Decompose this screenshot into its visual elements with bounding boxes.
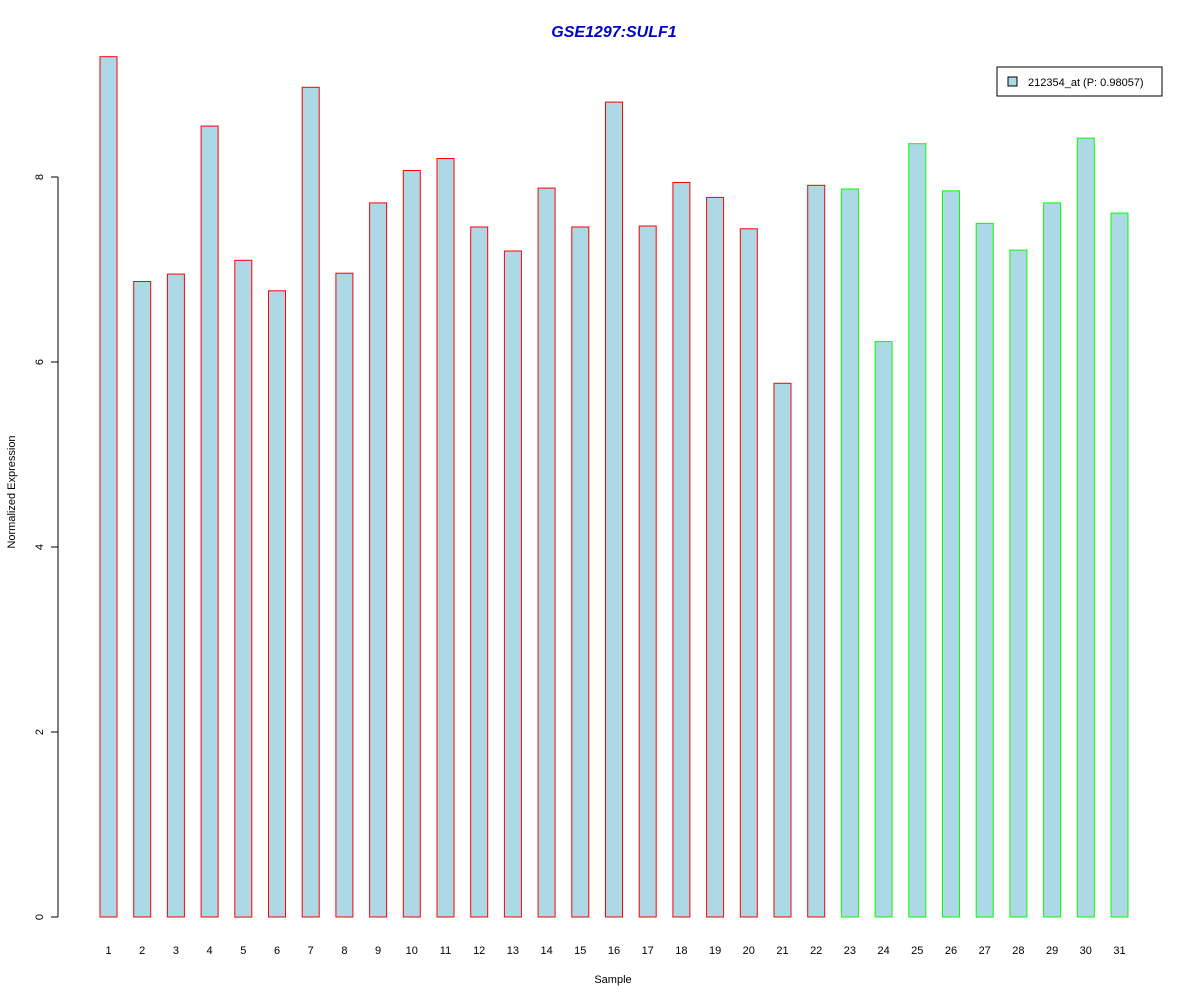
x-tick-label: 3 xyxy=(173,945,179,957)
x-tick-label: 25 xyxy=(911,945,923,957)
y-axis: 0 2 4 6 8 xyxy=(34,174,59,920)
bar-sample-5 xyxy=(234,259,253,918)
x-tick-label: 8 xyxy=(341,945,347,957)
bar-sample-9 xyxy=(369,202,388,918)
x-tick-label: 17 xyxy=(642,945,654,957)
bar-sample-18 xyxy=(672,182,691,918)
legend-swatch xyxy=(1007,76,1018,87)
bar-sample-2 xyxy=(133,281,152,918)
x-tick-label: 5 xyxy=(240,945,246,957)
bar-sample-21 xyxy=(773,382,792,918)
y-tick-label: 6 xyxy=(34,359,46,365)
x-tick-label: 14 xyxy=(540,945,552,957)
bar-sample-29 xyxy=(1043,202,1062,918)
x-tick-label: 1 xyxy=(105,945,111,957)
x-tick-label: 11 xyxy=(440,945,451,957)
legend: 212354_at (P: 0.98057) xyxy=(996,66,1163,97)
x-tick-label: 2 xyxy=(139,945,145,957)
chart-title: GSE1297:SULF1 xyxy=(551,24,676,41)
bar-sample-4 xyxy=(200,125,219,918)
x-tick-label: 28 xyxy=(1012,945,1024,957)
x-tick-label: 16 xyxy=(608,945,620,957)
x-tick-label: 23 xyxy=(844,945,856,957)
bar-sample-13 xyxy=(503,250,522,918)
x-axis-label: Sample xyxy=(594,974,631,986)
bar-sample-19 xyxy=(706,196,725,918)
bar-sample-8 xyxy=(335,272,354,918)
bar-sample-12 xyxy=(470,226,489,918)
x-tick-label: 13 xyxy=(507,945,519,957)
bar-sample-15 xyxy=(571,226,590,918)
x-tick-label: 30 xyxy=(1080,945,1092,957)
bar-sample-11 xyxy=(436,158,455,918)
x-tick-label: 22 xyxy=(810,945,822,957)
x-tick-label: 24 xyxy=(877,945,889,957)
bars xyxy=(99,56,1129,918)
bar-sample-23 xyxy=(840,188,859,918)
x-tick-label: 7 xyxy=(308,945,314,957)
bar-sample-10 xyxy=(402,170,421,918)
bar-sample-22 xyxy=(807,184,826,918)
bar-sample-6 xyxy=(268,290,286,918)
y-axis-label: Normalized Expression xyxy=(6,435,18,548)
bar-sample-24 xyxy=(874,341,893,918)
bar-sample-30 xyxy=(1076,137,1095,918)
y-tick-label: 4 xyxy=(34,544,46,550)
x-tick-label: 20 xyxy=(743,945,755,957)
y-tick-label: 8 xyxy=(34,174,46,180)
x-tick-label: 18 xyxy=(675,945,687,957)
x-tick-label: 21 xyxy=(776,945,788,957)
bar-sample-1 xyxy=(99,56,118,918)
x-tick-label: 31 xyxy=(1113,945,1125,957)
y-tick-label: 0 xyxy=(34,914,46,920)
x-tick-label: 26 xyxy=(945,945,957,957)
bar-sample-16 xyxy=(605,101,623,918)
bar-sample-25 xyxy=(908,143,927,918)
bar-sample-26 xyxy=(942,190,960,918)
bar-sample-31 xyxy=(1110,212,1129,918)
x-tick-label: 6 xyxy=(274,945,280,957)
x-tick-label: 4 xyxy=(207,945,213,957)
bar-sample-20 xyxy=(739,228,758,918)
x-axis: 1 2 3 4 5 6 7 8 9 10 11 12 13 14 15 16 17 18 19 20 21 22 23 24 2… xyxy=(105,945,1125,957)
x-tick-label: 19 xyxy=(709,945,721,957)
x-tick-label: 29 xyxy=(1046,945,1058,957)
bar-sample-28 xyxy=(1009,249,1028,918)
bar-sample-14 xyxy=(537,187,556,918)
x-tick-label: 12 xyxy=(473,945,485,957)
legend-box xyxy=(996,66,1163,97)
bar-sample-7 xyxy=(301,86,320,918)
x-tick-label: 15 xyxy=(574,945,586,957)
bar-sample-3 xyxy=(166,273,185,918)
bar-sample-27 xyxy=(975,222,994,918)
x-tick-label: 9 xyxy=(375,945,381,957)
bar-sample-17 xyxy=(638,225,657,918)
x-tick-label: 27 xyxy=(979,945,991,957)
x-tick-label: 10 xyxy=(406,945,418,957)
legend-label: 212354_at (P: 0.98057) xyxy=(1028,77,1144,89)
y-tick-label: 2 xyxy=(34,729,46,735)
